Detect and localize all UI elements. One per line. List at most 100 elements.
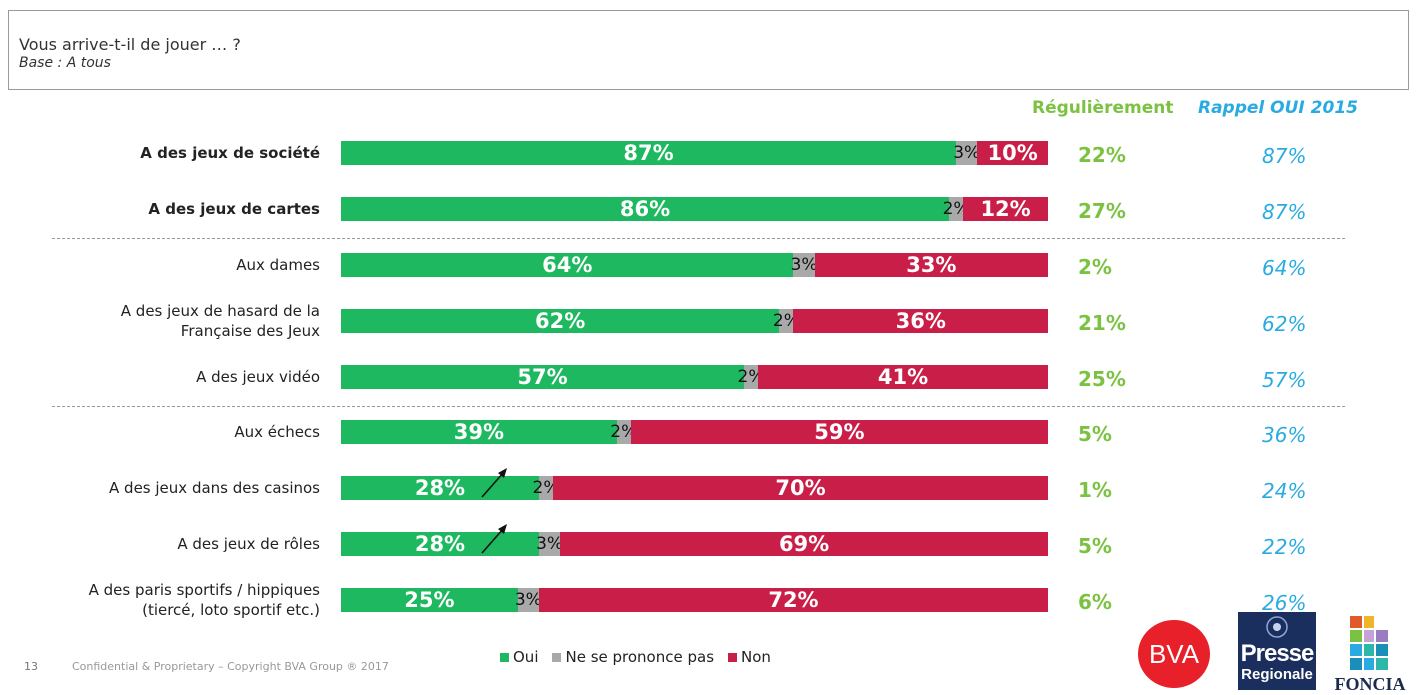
- data-label-non: 41%: [877, 365, 929, 389]
- bar-segment-nsp: [538, 476, 554, 500]
- data-label-nsp: 2%: [942, 199, 970, 219]
- bar-segment-oui: [341, 476, 539, 500]
- row-label-line: A des jeux de rôles: [177, 535, 320, 553]
- data-label-oui: 57%: [517, 365, 568, 389]
- row-label: Aux échecs: [234, 422, 320, 442]
- bar-segment-nsp: [743, 365, 759, 389]
- question-box: [8, 10, 1409, 90]
- rappel-value: 36%: [1262, 423, 1307, 447]
- bar-segment-non: [963, 197, 1048, 221]
- bar-segment-nsp: [538, 532, 561, 556]
- row-label-line: Aux dames: [236, 256, 320, 274]
- legend-label-non: Non: [741, 648, 771, 666]
- data-label-oui: 62%: [535, 309, 586, 333]
- rappel-value: 26%: [1262, 591, 1307, 615]
- legend-swatch-oui: [500, 652, 509, 662]
- bar-segment-nsp: [616, 420, 631, 444]
- presse-regionale-logo: Presse Regionale: [1238, 612, 1316, 690]
- data-label-nsp: 2%: [772, 311, 800, 331]
- bar-segment-non: [793, 309, 1048, 333]
- data-label-non: 59%: [814, 420, 865, 444]
- row-label: A des jeux dans des casinos: [109, 478, 320, 498]
- regulierement-value: 5%: [1078, 534, 1112, 558]
- regulierement-value: 27%: [1078, 199, 1126, 223]
- bar-segment-nsp: [779, 309, 794, 333]
- row-label-line: A des jeux de société: [140, 144, 320, 162]
- regulierement-value: 6%: [1078, 590, 1112, 614]
- data-label-oui: 28%: [414, 476, 466, 500]
- bva-logo: BVA: [1138, 620, 1210, 688]
- data-label-oui: 39%: [453, 420, 504, 444]
- row-label-line: A des jeux de cartes: [148, 200, 320, 218]
- presse-logo-line2: Regionale: [1241, 666, 1313, 683]
- bar-segment-oui: [341, 588, 518, 612]
- regulierement-value: 5%: [1078, 422, 1112, 446]
- page-number: 13: [24, 660, 38, 673]
- separator-line: [52, 406, 1345, 407]
- row-label-line: A des jeux de hasard de la: [120, 302, 320, 320]
- foncia-logo: FONCIA: [1330, 612, 1410, 694]
- data-label-nsp: 2%: [737, 367, 765, 387]
- row-label: A des paris sportifs / hippiques (tiercé,…: [89, 580, 320, 620]
- rappel-value: 24%: [1262, 479, 1307, 503]
- data-label-non: 33%: [906, 253, 957, 277]
- row-label: A des jeux de société: [140, 143, 320, 163]
- regulierement-value: 2%: [1078, 255, 1112, 279]
- legend-item-oui: Oui: [500, 648, 538, 666]
- regulierement-value: 21%: [1078, 311, 1126, 335]
- regulierement-value: 25%: [1078, 367, 1126, 391]
- rappel-value: 22%: [1262, 535, 1307, 559]
- bar-segment-oui: [341, 253, 794, 277]
- row-label-line: Française des Jeux: [180, 322, 320, 340]
- row-label: A des jeux de rôles: [177, 534, 320, 554]
- row-label: A des jeux de cartes: [148, 199, 320, 219]
- rappel-value: 62%: [1262, 312, 1307, 336]
- bar-segment-non: [560, 532, 1048, 556]
- row-label-line: Aux échecs: [234, 423, 320, 441]
- data-label-non: 36%: [895, 309, 946, 333]
- regulierement-value: 1%: [1078, 478, 1112, 502]
- data-label-non: 12%: [980, 197, 1031, 221]
- foncia-house-icon: [1350, 616, 1388, 670]
- data-label-oui: 64%: [542, 253, 593, 277]
- legend-swatch-non: [728, 652, 738, 662]
- presse-star-icon: [1266, 616, 1288, 638]
- row-label: Aux dames: [236, 255, 320, 275]
- regulierement-value: 22%: [1078, 143, 1126, 167]
- data-label-oui: 28%: [414, 532, 466, 556]
- bar-segment-nsp: [793, 253, 815, 277]
- data-label-nsp: 2%: [532, 478, 560, 498]
- presse-logo-line1: Presse: [1240, 640, 1315, 667]
- data-label-non: 72%: [768, 588, 819, 612]
- legend-item-nsp: Ne se prononce pas: [552, 648, 714, 666]
- row-label-line: A des jeux vidéo: [196, 368, 320, 386]
- rappel-value: 87%: [1262, 200, 1307, 224]
- bar-segment-nsp: [517, 588, 539, 612]
- bar-segment-non: [630, 420, 1048, 444]
- bar-segment-nsp: [956, 141, 978, 165]
- row-label: A des jeux de hasard de la Française des …: [121, 301, 320, 341]
- trend-up-arrow-icon: [481, 468, 507, 498]
- bar-segment-non: [814, 253, 1048, 277]
- bar-segment-oui: [341, 197, 950, 221]
- data-label-nsp: 3%: [536, 534, 564, 554]
- data-label-oui: 25%: [404, 588, 455, 612]
- bva-logo-text: BVA: [1148, 639, 1200, 669]
- row-label-line: A des jeux dans des casinos: [109, 479, 320, 497]
- bar-segment-non: [538, 588, 1048, 612]
- question-base: Base : A tous: [19, 55, 111, 71]
- bar-segment-oui: [341, 532, 539, 556]
- row-label: A des jeux vidéo: [196, 367, 320, 387]
- rappel-value: 57%: [1262, 368, 1307, 392]
- data-label-non: 10%: [987, 141, 1038, 165]
- row-label-line: (tiercé, loto sportif etc.): [142, 601, 320, 619]
- rappel-value: 64%: [1262, 256, 1307, 280]
- data-label-oui: 86%: [619, 197, 671, 221]
- data-label-nsp: 3%: [790, 255, 818, 275]
- bar-segment-oui: [341, 420, 617, 444]
- bar-segment-non: [977, 141, 1048, 165]
- column-header-rappel: Rappel OUI 2015: [1198, 98, 1358, 118]
- data-label-non: 70%: [775, 476, 826, 500]
- row-label-line: A des paris sportifs / hippiques: [88, 581, 320, 599]
- bar-segment-oui: [341, 141, 957, 165]
